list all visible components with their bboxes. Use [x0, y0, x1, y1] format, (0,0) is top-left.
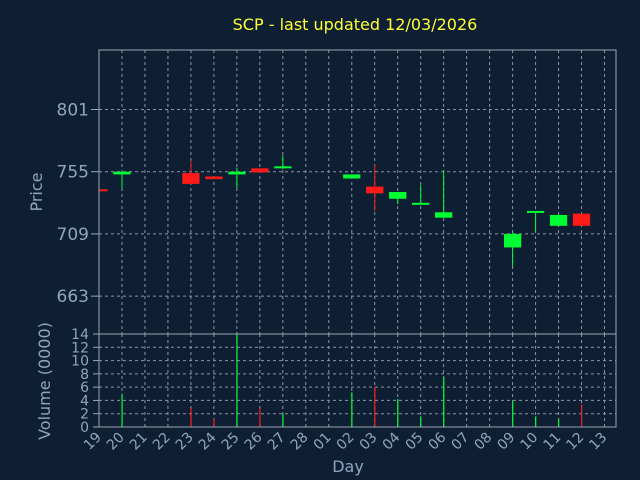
volume-tick-label: 0 — [80, 420, 89, 436]
volume-tick-label: 8 — [80, 367, 89, 383]
candle-body — [549, 214, 568, 226]
candle-body — [412, 202, 430, 205]
volume-tick-label: 2 — [80, 407, 89, 423]
volume-bar — [351, 392, 353, 427]
candle — [389, 192, 407, 205]
candle-body — [205, 176, 223, 180]
volume-tick-label: 12 — [71, 340, 89, 356]
candle-body — [366, 186, 384, 194]
candle — [228, 167, 246, 188]
candle-body — [113, 171, 131, 175]
price-candles — [98, 155, 591, 267]
candle-body — [228, 171, 246, 175]
candle — [182, 160, 200, 184]
volume-axis-label: Volume (0000) — [35, 322, 54, 440]
candle — [549, 213, 568, 226]
candle-body — [572, 213, 591, 226]
price-tick-label: 663 — [57, 287, 89, 307]
x-axis-ticks: 19 20 21 22 23 24 25 26 27 28 01 02 03 04 05 06 07 08 09 10… — [81, 429, 610, 453]
candle — [526, 210, 545, 232]
candle — [113, 171, 131, 188]
price-y-ticks: 663 709 755 801 — [57, 101, 99, 307]
volume-bar — [259, 408, 261, 427]
volume-bars — [121, 334, 583, 427]
candle — [572, 213, 591, 226]
volume-tick-label: 6 — [80, 380, 89, 396]
candle-body — [526, 210, 545, 213]
candle-body — [435, 212, 453, 218]
volume-bar — [282, 413, 284, 427]
candle-body — [182, 173, 200, 184]
candle-body — [99, 189, 108, 192]
price-tick-label: 709 — [57, 225, 89, 245]
price-tick-label: 801 — [57, 101, 89, 121]
candle — [205, 176, 223, 180]
candle — [343, 174, 361, 179]
volume-tick-label: 4 — [80, 393, 89, 409]
candle-body — [503, 233, 522, 248]
price-grid — [99, 50, 616, 334]
candle — [435, 170, 453, 218]
candle — [98, 189, 108, 192]
volume-bar — [420, 416, 422, 427]
chart-title: SCP - last updated 12/03/2026 — [233, 15, 478, 34]
price-panel: 663 709 755 801 Price — [27, 49, 617, 335]
volume-bar — [558, 419, 560, 427]
candle — [274, 155, 292, 170]
volume-bar — [236, 334, 238, 427]
volume-bar — [397, 399, 399, 427]
candle-body — [251, 168, 269, 173]
volume-plot-frame — [98, 333, 617, 428]
candle-body — [343, 174, 361, 179]
volume-bar — [443, 377, 445, 427]
price-axis-label: Price — [27, 172, 46, 211]
volume-bar — [581, 404, 583, 427]
volume-bar — [190, 408, 192, 427]
candle — [412, 185, 430, 205]
volume-bar — [213, 419, 215, 427]
volume-bar — [121, 393, 123, 427]
candle — [251, 168, 269, 173]
volume-bar — [535, 416, 537, 427]
volume-tick-label: 14 — [71, 327, 89, 343]
candle-body — [389, 192, 407, 199]
candle — [503, 231, 522, 267]
price-tick-label: 755 — [57, 163, 89, 183]
volume-tick-label: 10 — [71, 354, 89, 370]
candle-body — [274, 166, 292, 169]
candle — [366, 164, 384, 211]
volume-bar — [374, 387, 376, 427]
x-axis-label: Day — [332, 457, 364, 476]
volume-bar — [512, 401, 514, 427]
